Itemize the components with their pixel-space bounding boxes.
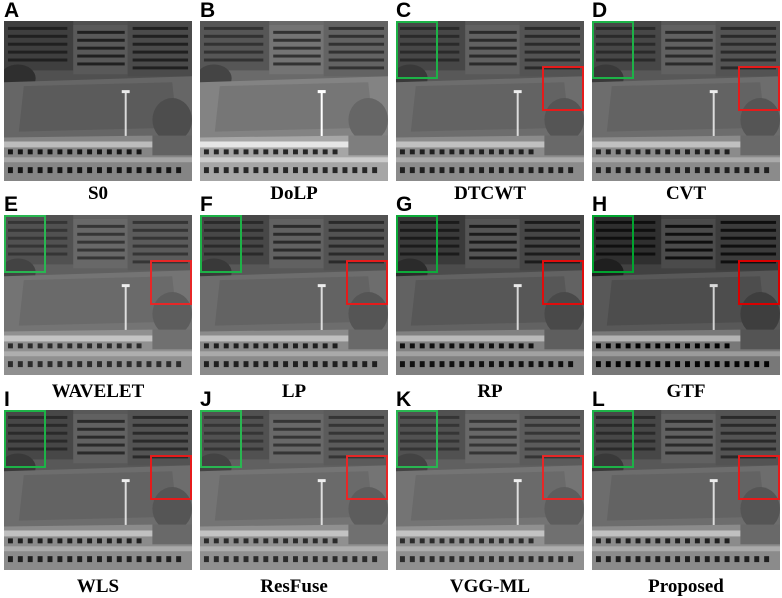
panel-caption: WLS	[76, 576, 120, 597]
red-highlight-box	[738, 455, 780, 500]
panel-image	[396, 215, 584, 375]
green-highlight-box	[200, 215, 242, 273]
panel-letter: J	[200, 388, 212, 411]
panel-caption: ResFuse	[260, 576, 328, 597]
panel-caption: GTF	[666, 381, 706, 402]
panel-image	[200, 21, 388, 181]
panel-image	[396, 21, 584, 181]
panel-caption: S0	[87, 183, 109, 204]
red-highlight-box	[542, 260, 584, 305]
red-highlight-box	[738, 66, 780, 111]
panel-image	[4, 215, 192, 375]
panel-caption: RP	[477, 381, 503, 402]
panel-letter: H	[592, 193, 608, 216]
panel-letter: L	[592, 388, 605, 411]
panel-image	[200, 410, 388, 570]
red-highlight-box	[542, 455, 584, 500]
green-highlight-box	[4, 215, 46, 273]
panel-caption: Proposed	[648, 576, 724, 597]
panel-letter: G	[396, 193, 413, 216]
green-highlight-box	[592, 21, 634, 79]
panel-caption: CVT	[665, 183, 707, 204]
panel-letter: K	[396, 388, 412, 411]
panel-image	[592, 21, 780, 181]
panel-letter: E	[4, 193, 19, 216]
panel-letter: B	[200, 0, 216, 22]
panel-letter: I	[4, 388, 10, 411]
panel-letter: D	[592, 0, 608, 22]
panel-caption: DoLP	[270, 183, 318, 204]
panel-letter: F	[200, 193, 213, 216]
red-highlight-box	[150, 455, 192, 500]
red-highlight-box	[346, 455, 388, 500]
panel-image	[200, 215, 388, 375]
red-highlight-box	[346, 260, 388, 305]
green-highlight-box	[200, 410, 242, 468]
green-highlight-box	[396, 21, 438, 79]
panel-letter: A	[4, 0, 20, 22]
panel-caption: VGG-ML	[449, 576, 531, 597]
red-highlight-box	[150, 260, 192, 305]
green-highlight-box	[4, 410, 46, 468]
panel-image	[592, 215, 780, 375]
panel-caption: WAVELET	[51, 381, 145, 402]
panel-caption: DTCWT	[454, 183, 526, 204]
green-highlight-box	[396, 410, 438, 468]
green-highlight-box	[396, 215, 438, 273]
panel-caption: LP	[281, 381, 307, 402]
red-highlight-box	[542, 66, 584, 111]
panel-image	[4, 410, 192, 570]
red-highlight-box	[738, 260, 780, 305]
green-highlight-box	[592, 410, 634, 468]
panel-image	[592, 410, 780, 570]
panel-image	[4, 21, 192, 181]
green-highlight-box	[592, 215, 634, 273]
panel-letter: C	[396, 0, 412, 22]
panel-image	[396, 410, 584, 570]
